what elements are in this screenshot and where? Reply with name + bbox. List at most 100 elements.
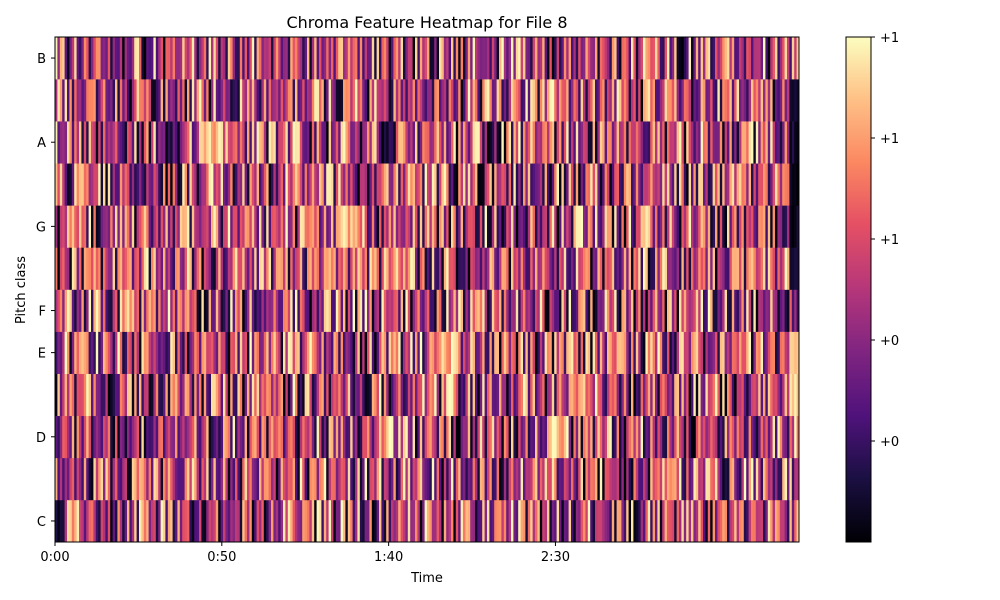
heatmap-cell: [590, 79, 594, 122]
heatmap-cell: [532, 37, 536, 80]
heatmap-cell: [299, 247, 303, 290]
heatmap-cell: [196, 247, 200, 290]
heatmap-cell: [604, 415, 608, 459]
heatmap-cell: [607, 205, 610, 248]
heatmap-cell: [681, 499, 685, 542]
heatmap-cell: [451, 457, 454, 501]
heatmap-cell: [321, 205, 325, 248]
heatmap-cell: [751, 247, 754, 290]
heatmap-cell: [153, 289, 157, 332]
heatmap-cell: [719, 79, 723, 122]
heatmap-cell: [175, 37, 178, 80]
heatmap-cell: [151, 205, 154, 248]
heatmap-cell: [273, 289, 277, 332]
heatmap-cell: [453, 121, 457, 164]
heatmap-cell: [475, 373, 478, 417]
heatmap-cell: [335, 331, 339, 374]
heatmap-cell: [674, 121, 678, 164]
heatmap-cell: [182, 121, 186, 164]
heatmap-cell: [376, 457, 380, 501]
heatmap-cell: [338, 415, 342, 459]
heatmap-cell: [417, 247, 421, 290]
heatmap-cell: [309, 247, 313, 290]
heatmap-cell: [530, 331, 534, 374]
heatmap-cell: [311, 163, 315, 206]
heatmap-cell: [275, 79, 279, 122]
heatmap-cell: [484, 331, 488, 374]
heatmap-cell: [652, 457, 656, 501]
heatmap-cell: [383, 289, 387, 332]
heatmap-cell: [304, 499, 308, 542]
y-tick-label: D: [36, 431, 46, 446]
heatmap-cell: [717, 331, 721, 374]
heatmap-cell: [751, 289, 754, 332]
heatmap-cell: [736, 247, 740, 290]
heatmap-cell: [463, 415, 466, 459]
heatmap-cell: [609, 289, 613, 332]
heatmap-cell: [403, 457, 406, 501]
heatmap-cell: [532, 247, 536, 290]
heatmap-cell: [453, 415, 457, 459]
heatmap-cell: [667, 457, 670, 501]
heatmap-cell: [484, 457, 488, 501]
heatmap-cell: [345, 457, 349, 501]
heatmap-cell: [175, 457, 178, 501]
heatmap-cell: [765, 457, 769, 501]
heatmap-cell: [796, 457, 799, 501]
heatmap-cell: [110, 415, 114, 459]
heatmap-cell: [352, 499, 356, 542]
heatmap-cell: [76, 499, 80, 542]
heatmap-cell: [364, 247, 368, 290]
heatmap-cell: [520, 457, 524, 501]
heatmap-cell: [167, 373, 171, 417]
heatmap-cell: [669, 457, 673, 501]
heatmap-cell: [350, 373, 354, 417]
heatmap-cell: [583, 331, 586, 374]
heatmap-cell: [347, 289, 351, 332]
heatmap-cell: [203, 121, 207, 164]
heatmap-cell: [383, 163, 387, 206]
heatmap-cell: [59, 79, 63, 122]
heatmap-cell: [55, 331, 58, 374]
heatmap-cell: [314, 373, 318, 417]
heatmap-cell: [239, 499, 243, 542]
heatmap-cell: [98, 247, 102, 290]
heatmap-cell: [115, 373, 118, 417]
heatmap-cell: [343, 499, 346, 542]
heatmap-cell: [669, 121, 673, 164]
heatmap-cell: [119, 289, 123, 332]
heatmap-cell: [556, 247, 560, 290]
heatmap-cell: [160, 163, 164, 206]
heatmap-cell: [554, 331, 558, 374]
heatmap-cell: [671, 163, 675, 206]
heatmap-cell: [494, 247, 498, 290]
heatmap-cell: [652, 37, 656, 80]
heatmap-cell: [544, 163, 548, 206]
heatmap-cell: [583, 121, 586, 164]
heatmap-cell: [196, 121, 200, 164]
heatmap-cell: [446, 331, 450, 374]
heatmap-cell: [705, 331, 709, 374]
heatmap-cell: [79, 205, 82, 248]
heatmap-cell: [539, 499, 543, 542]
heatmap-cell: [566, 331, 570, 374]
heatmap-cell: [448, 79, 452, 122]
heatmap-cell: [561, 289, 565, 332]
heatmap-cell: [753, 289, 757, 332]
heatmap-cell: [407, 37, 411, 80]
heatmap-cell: [122, 247, 126, 290]
heatmap-cell: [129, 415, 133, 459]
heatmap-cell: [664, 247, 668, 290]
heatmap-cell: [55, 247, 58, 290]
heatmap-cell: [347, 415, 351, 459]
heatmap-cell: [777, 37, 781, 80]
heatmap-cell: [405, 121, 409, 164]
heatmap-cell: [443, 499, 447, 542]
heatmap-cell: [599, 121, 603, 164]
heatmap-cell: [328, 457, 332, 501]
heatmap-cell: [206, 121, 210, 164]
heatmap-cell: [271, 163, 274, 206]
heatmap-cell: [652, 163, 656, 206]
heatmap-cell: [115, 37, 118, 80]
heatmap-cell: [412, 499, 416, 542]
